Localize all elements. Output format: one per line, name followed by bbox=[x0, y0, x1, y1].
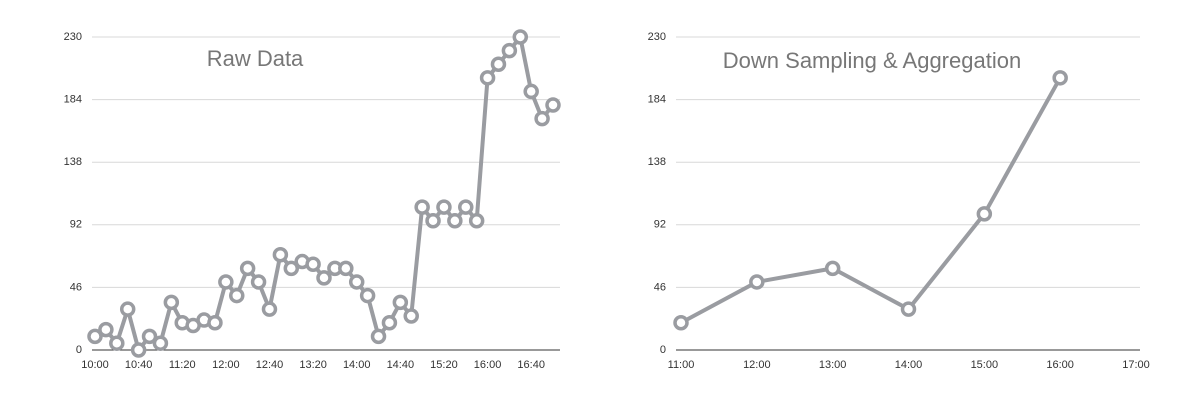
x-tick-label: 13:00 bbox=[819, 359, 847, 371]
data-point bbox=[87, 328, 103, 345]
x-tick-label: 16:00 bbox=[1046, 359, 1074, 371]
data-point bbox=[512, 29, 529, 45]
x-tick-label: 12:00 bbox=[743, 359, 771, 371]
data-point bbox=[479, 70, 496, 86]
data-point bbox=[458, 199, 474, 215]
data-point bbox=[490, 56, 507, 72]
x-tick-label: 10:00 bbox=[81, 359, 109, 371]
data-point bbox=[534, 110, 550, 127]
data-point bbox=[414, 199, 430, 215]
y-tick-label: 184 bbox=[648, 94, 666, 106]
data-point bbox=[272, 246, 289, 263]
data-point bbox=[261, 301, 278, 317]
data-point bbox=[447, 212, 463, 229]
data-point bbox=[381, 315, 398, 331]
y-tick-label: 92 bbox=[654, 219, 666, 231]
x-tick-label: 10:40 bbox=[125, 359, 153, 371]
chart-title: Down Sampling & Aggregation bbox=[723, 48, 1021, 73]
data-point bbox=[392, 294, 409, 311]
data-point bbox=[250, 274, 267, 290]
y-tick-label: 230 bbox=[64, 31, 82, 43]
x-tick-label: 14:00 bbox=[343, 359, 371, 371]
y-tick-label: 46 bbox=[70, 281, 82, 293]
data-point bbox=[141, 328, 158, 345]
data-point bbox=[98, 321, 114, 338]
data-point bbox=[370, 328, 387, 345]
x-tick-label: 15:00 bbox=[971, 359, 999, 371]
y-tick-label: 230 bbox=[648, 31, 666, 43]
data-point bbox=[130, 342, 147, 358]
data-point bbox=[348, 274, 365, 290]
x-tick-label: 12:40 bbox=[256, 359, 284, 371]
data-point bbox=[436, 199, 452, 215]
data-point bbox=[239, 260, 256, 277]
data-point bbox=[305, 256, 321, 273]
data-point bbox=[468, 212, 485, 229]
y-tick-label: 92 bbox=[70, 219, 82, 231]
data-point bbox=[523, 83, 539, 100]
x-tick-label: 11:20 bbox=[169, 359, 196, 371]
data-point bbox=[425, 212, 441, 229]
x-tick-label: 14:40 bbox=[387, 359, 415, 371]
y-tick-label: 0 bbox=[76, 344, 82, 356]
data-point bbox=[218, 274, 234, 290]
y-tick-label: 46 bbox=[654, 281, 666, 293]
data-point bbox=[545, 97, 561, 113]
data-point bbox=[109, 335, 125, 351]
data-point bbox=[673, 315, 689, 331]
chart-title: Raw Data bbox=[207, 46, 304, 71]
data-point bbox=[229, 287, 245, 304]
data-point bbox=[207, 315, 223, 331]
x-tick-label: 12:00 bbox=[212, 359, 240, 371]
y-tick-label: 184 bbox=[64, 94, 82, 106]
data-point bbox=[338, 260, 354, 277]
data-line bbox=[680, 76, 1062, 325]
x-tick-label: 13:20 bbox=[299, 359, 327, 371]
x-tick-label: 17:00 bbox=[1122, 359, 1150, 371]
x-tick-label: 16:00 bbox=[474, 359, 502, 371]
data-point bbox=[359, 287, 376, 304]
y-tick-label: 138 bbox=[648, 156, 666, 168]
x-tick-label: 11:00 bbox=[668, 359, 695, 371]
x-tick-label: 15:20 bbox=[430, 359, 458, 371]
y-tick-label: 0 bbox=[660, 344, 666, 356]
data-point bbox=[152, 335, 169, 351]
x-tick-label: 14:00 bbox=[895, 359, 923, 371]
data-point bbox=[283, 260, 300, 277]
data-point bbox=[403, 308, 419, 324]
data-point bbox=[824, 260, 841, 277]
data-point bbox=[119, 301, 136, 317]
data-point bbox=[501, 42, 518, 59]
data-point bbox=[900, 301, 917, 317]
data-point bbox=[1052, 70, 1068, 86]
data-point bbox=[749, 274, 765, 290]
x-tick-label: 16:40 bbox=[517, 359, 545, 371]
data-point bbox=[316, 270, 332, 286]
y-tick-label: 138 bbox=[64, 156, 82, 168]
data-point bbox=[163, 294, 180, 311]
data-point bbox=[976, 206, 993, 222]
